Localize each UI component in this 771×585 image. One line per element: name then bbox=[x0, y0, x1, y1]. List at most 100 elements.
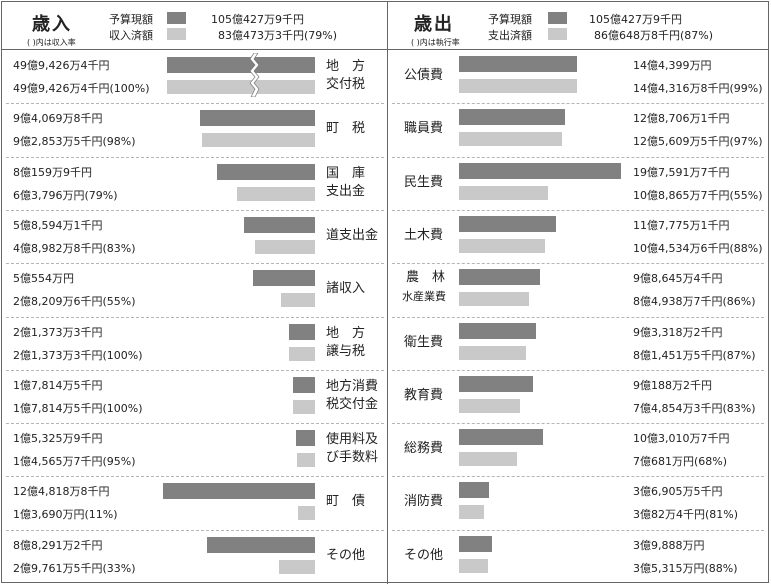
budget-bar bbox=[200, 110, 315, 127]
budget-bar bbox=[459, 269, 540, 286]
budget-bar bbox=[243, 216, 315, 233]
actual-bar bbox=[280, 293, 315, 308]
category-label: 農 林 bbox=[406, 270, 446, 286]
actual-value-label: 4億8,982万8千円(83%) bbox=[13, 241, 136, 255]
actual-bar bbox=[167, 80, 315, 94]
budget-bar bbox=[459, 322, 536, 339]
category-label: 職員費 bbox=[404, 121, 444, 137]
category-label-line2: 支出金 bbox=[326, 183, 366, 199]
budget-bar bbox=[459, 535, 492, 552]
budget-bar bbox=[459, 375, 533, 392]
budget-value-label: 9億4,069万8千円 bbox=[13, 112, 103, 126]
budget-value-label: 2億1,373万3千円 bbox=[13, 325, 103, 339]
budget-bar bbox=[459, 215, 556, 232]
category-label-line2: び手数料 bbox=[326, 450, 379, 466]
revenue-legend-actual-label: 収入済額 bbox=[109, 29, 153, 42]
category-label-line2: 水産業費 bbox=[402, 290, 446, 304]
actual-bar bbox=[298, 506, 315, 521]
category-label: 教育費 bbox=[404, 387, 444, 403]
expenditure-title: 歳出 bbox=[414, 14, 454, 35]
budget-value-label: 3億9,888万円 bbox=[633, 538, 705, 552]
actual-bar bbox=[459, 452, 517, 467]
actual-bar bbox=[237, 186, 315, 201]
row-separator bbox=[6, 529, 384, 531]
category-label: 衛生費 bbox=[404, 334, 444, 350]
budget-bar bbox=[253, 270, 315, 287]
budget-value-label: 10億3,010万7千円 bbox=[633, 432, 730, 446]
row-separator bbox=[6, 423, 384, 425]
category-label: 地方消費 bbox=[326, 378, 379, 394]
expenditure-legend-actual-value: 86億648万8千円(87%) bbox=[594, 29, 714, 42]
actual-bar bbox=[278, 559, 315, 574]
center-divider bbox=[387, 1, 388, 584]
budget-bar bbox=[296, 430, 315, 447]
actual-bar bbox=[459, 185, 549, 200]
actual-value-label: 2億1,373万3千円(100%) bbox=[13, 348, 143, 362]
budget-value-label: 19億7,591万7千円 bbox=[633, 165, 730, 179]
actual-value-label: 8億1,451万5千円(87%) bbox=[633, 348, 756, 362]
category-label: 諸収入 bbox=[326, 281, 366, 297]
actual-value-label: 3億5,315万円(88%) bbox=[633, 561, 738, 575]
budget-value-label: 14億4,399万円 bbox=[633, 59, 712, 72]
budget-value-label: 12億8,706万1千円 bbox=[633, 112, 730, 126]
category-label: 国 庫 bbox=[326, 165, 366, 181]
row-separator bbox=[392, 369, 764, 371]
actual-value-label: 10億8,865万7千円(55%) bbox=[633, 188, 763, 202]
actual-bar bbox=[459, 79, 578, 93]
actual-value-label: 14億4,316万8千円(99%) bbox=[633, 82, 763, 95]
expenditure-note: ( )内は執行率 bbox=[411, 38, 460, 47]
row-separator bbox=[6, 263, 384, 265]
budget-bar bbox=[162, 483, 315, 500]
actual-value-label: 6億3,796万円(79%) bbox=[13, 188, 118, 202]
budget-bar bbox=[207, 536, 315, 553]
revenue-legend-budget-swatch bbox=[167, 12, 186, 24]
expenditure-legend-actual-label: 支出済額 bbox=[488, 29, 532, 42]
row-separator bbox=[392, 209, 764, 211]
category-label: 民生費 bbox=[404, 174, 444, 190]
row-separator bbox=[392, 103, 764, 105]
category-label: その他 bbox=[326, 547, 366, 563]
actual-bar bbox=[459, 558, 488, 573]
revenue-legend-actual-value: 83億473万3千円(79%) bbox=[218, 29, 338, 42]
row-separator bbox=[6, 156, 384, 158]
row-separator bbox=[392, 263, 764, 265]
expenditure-legend-budget-value: 105億427万9千円 bbox=[589, 13, 682, 26]
actual-value-label: 9億2,853万5千円(98%) bbox=[13, 135, 136, 149]
budget-bar bbox=[167, 57, 315, 73]
budget-bar bbox=[288, 323, 315, 340]
category-label: 地 方 bbox=[326, 59, 366, 74]
row-separator bbox=[392, 476, 764, 478]
actual-value-label: 2億9,761万5千円(33%) bbox=[13, 561, 136, 575]
actual-bar bbox=[459, 398, 521, 413]
budget-value-label: 1億7,814万5千円 bbox=[13, 378, 103, 392]
revenue-legend-budget-value: 105億427万9千円 bbox=[211, 13, 304, 26]
expenditure-legend-actual-swatch bbox=[548, 28, 567, 40]
budget-value-label: 9億188万2千円 bbox=[633, 378, 712, 392]
actual-bar bbox=[459, 292, 529, 307]
budget-value-label: 11億7,775万1千円 bbox=[633, 218, 730, 232]
actual-bar bbox=[459, 345, 526, 360]
budget-value-label: 9億3,318万2千円 bbox=[633, 325, 723, 339]
actual-value-label: 10億4,534万6千円(88%) bbox=[633, 241, 763, 255]
actual-value-label: 1億4,565万7千円(95%) bbox=[13, 455, 136, 469]
budget-bar bbox=[459, 162, 622, 179]
budget-bar bbox=[217, 163, 315, 180]
actual-value-label: 8億4,938万7千円(86%) bbox=[633, 295, 756, 309]
revenue-legend-actual-swatch bbox=[167, 28, 186, 40]
category-label: 地 方 bbox=[326, 325, 366, 341]
category-label: 公債費 bbox=[404, 68, 444, 83]
actual-value-label: 7億681万円(68%) bbox=[633, 455, 728, 469]
category-label: 消防費 bbox=[404, 494, 444, 510]
actual-value-label: 2億8,209万6千円(55%) bbox=[13, 295, 136, 309]
category-label: 町 税 bbox=[326, 121, 366, 137]
actual-value-label: 1億3,690万円(11%) bbox=[13, 508, 118, 522]
category-label: その他 bbox=[404, 547, 444, 563]
row-separator bbox=[6, 316, 384, 318]
revenue-title: 歳入 bbox=[32, 14, 72, 35]
left-header-line bbox=[1, 49, 387, 50]
axis-break-marker bbox=[249, 53, 260, 97]
actual-bar bbox=[459, 505, 485, 520]
budget-bar bbox=[459, 56, 578, 72]
budget-value-label: 8億159万9千円 bbox=[13, 165, 92, 179]
category-label-line2: 交付税 bbox=[326, 77, 366, 92]
